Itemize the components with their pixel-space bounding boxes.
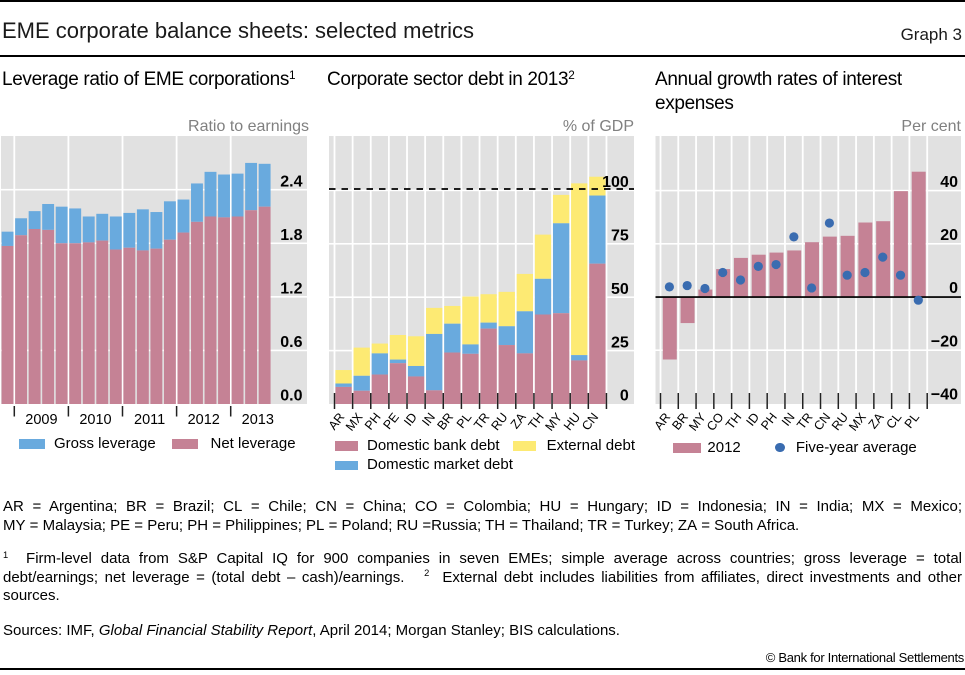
svg-text:20: 20 [940,227,958,244]
svg-text:2013: 2013 [242,412,274,428]
svg-text:ZA: ZA [508,410,529,432]
svg-text:PL: PL [902,410,922,431]
svg-text:IN: IN [779,410,798,428]
svg-text:2011: 2011 [134,412,165,428]
svg-text:1.2: 1.2 [280,281,302,298]
svg-text:RU: RU [488,410,510,433]
svg-text:BR: BR [434,410,456,432]
svg-text:PE: PE [381,410,402,432]
svg-text:−20: −20 [931,333,958,350]
svg-text:75: 75 [611,228,629,245]
svg-text:100: 100 [602,174,629,191]
svg-text:2012: 2012 [188,412,220,428]
svg-text:−40: −40 [931,387,958,404]
svg-text:0.0: 0.0 [280,388,302,405]
svg-text:PL: PL [454,410,474,431]
svg-text:2010: 2010 [79,412,111,428]
svg-text:TR: TR [794,410,815,432]
svg-text:0: 0 [949,280,958,297]
svg-text:TH: TH [526,410,547,432]
svg-text:2009: 2009 [25,412,57,428]
svg-text:25: 25 [611,334,629,351]
svg-text:40: 40 [940,174,958,191]
svg-text:CN: CN [579,410,601,433]
svg-text:AR: AR [652,410,674,432]
svg-text:0.6: 0.6 [280,334,302,351]
svg-text:PH: PH [758,410,780,432]
svg-text:2.4: 2.4 [280,173,302,190]
svg-text:TH: TH [723,410,744,432]
svg-text:BR: BR [669,410,691,432]
svg-text:TR: TR [471,410,492,432]
svg-text:50: 50 [611,281,629,298]
svg-text:IN: IN [419,410,438,428]
svg-text:PH: PH [362,410,384,432]
svg-text:0: 0 [620,388,629,405]
svg-text:AR: AR [326,410,348,432]
svg-text:CL: CL [884,410,905,431]
svg-text:ID: ID [401,410,420,428]
svg-text:HU: HU [561,410,583,433]
svg-text:ZA: ZA [866,410,887,432]
svg-text:1.8: 1.8 [280,227,302,244]
